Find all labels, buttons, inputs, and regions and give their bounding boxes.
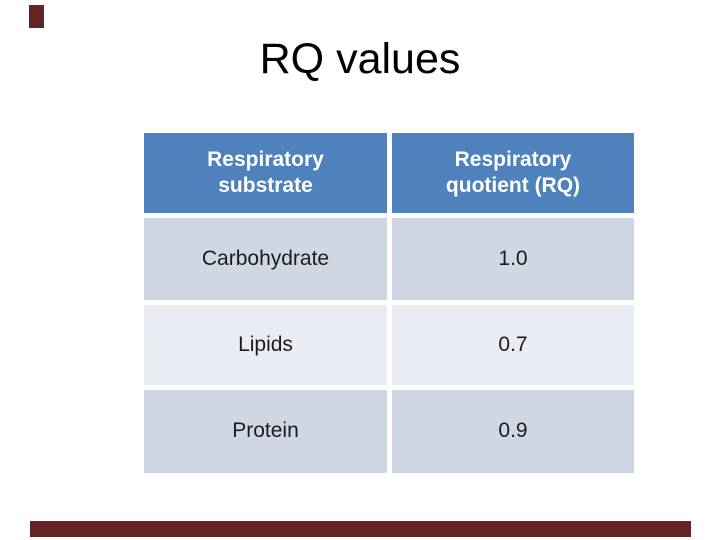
rq-value-cell-carbohydrate: 1.0: [392, 218, 634, 300]
rq-value-cell-protein: 0.9: [392, 390, 634, 473]
bottom-accent-bar: [30, 521, 691, 537]
rq-table: Respiratory substrate Respiratory quotie…: [144, 133, 634, 473]
header-cell-substrate: Respiratory substrate: [144, 133, 387, 213]
substrate-cell-protein: Protein: [144, 390, 387, 473]
substrate-cell-carbohydrate: Carbohydrate: [144, 218, 387, 300]
corner-accent-mark: [29, 5, 44, 28]
substrate-cell-lipids: Lipids: [144, 305, 387, 385]
header-cell-quotient: Respiratory quotient (RQ): [392, 133, 634, 213]
slide-title: RQ values: [259, 35, 461, 83]
rq-value-cell-lipids: 0.7: [392, 305, 634, 385]
